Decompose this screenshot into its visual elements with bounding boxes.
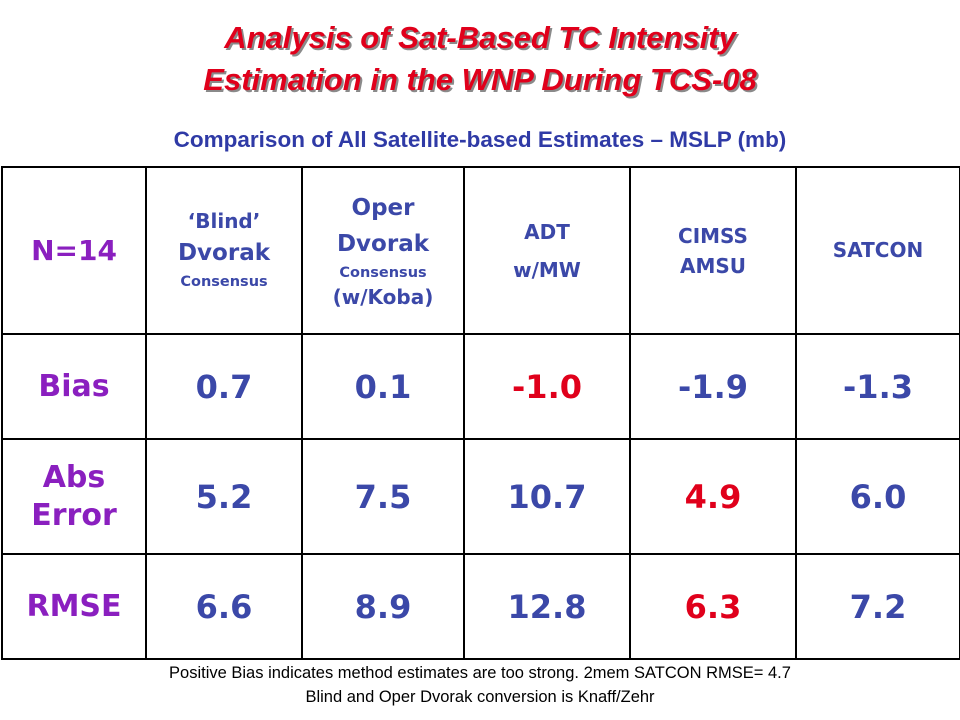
corner-cell: N=14 [1, 166, 147, 335]
col-header-line: Dvorak [336, 231, 430, 257]
row-label: RMSE [26, 588, 122, 624]
table-row-rmse: RMSE 6.6 8.9 12.8 6.3 7.2 [1, 553, 960, 660]
footnote-conversion: Blind and Oper Dvorak conversion is Knaf… [305, 688, 655, 706]
col-header-line: Dvorak [177, 240, 271, 266]
sample-size-label: N=14 [31, 234, 117, 267]
row-label-cell: Abs Error [1, 438, 147, 555]
value-cell: 0.7 [145, 333, 303, 440]
col-header-blind-dvorak: ‘Blind’ Dvorak Consensus [145, 166, 303, 335]
table-row-abs-error: Abs Error 5.2 7.5 10.7 4.9 6.0 [1, 438, 960, 555]
col-header-adt: ADT w/MW [463, 166, 631, 335]
value-cell: 7.5 [301, 438, 465, 555]
slide-title-line-1: Analysis of Sat-Based TC Intensity [224, 20, 736, 55]
col-header-line: Oper [351, 195, 415, 221]
col-header-line: w/MW [513, 257, 581, 282]
header-row: N=14 ‘Blind’ Dvorak Consensus Oper Dvora… [1, 166, 960, 335]
slide-title-line-2: Estimation in the WNP During TCS-08 [203, 62, 757, 97]
value-cell: 6.0 [795, 438, 960, 555]
col-header-satcon: SATCON [795, 166, 960, 335]
row-label-cell: RMSE [1, 553, 147, 660]
value-cell: 5.2 [145, 438, 303, 555]
col-header-line: Consensus [339, 265, 427, 281]
row-label-line: Error [31, 497, 117, 533]
col-header-oper-dvorak: Oper Dvorak Consensus (w/Koba) [301, 166, 465, 335]
comparison-table: N=14 ‘Blind’ Dvorak Consensus Oper Dvora… [1, 166, 960, 660]
value-cell: -1.3 [795, 333, 960, 440]
value-cell: 8.9 [301, 553, 465, 660]
row-label: Bias [38, 368, 110, 404]
slide-subtitle: Comparison of All Satellite-based Estima… [173, 127, 787, 152]
value-cell: -1.9 [629, 333, 797, 440]
value-cell-highlighted: -1.0 [463, 333, 631, 440]
col-header-line: CIMSS [678, 223, 748, 248]
table-row-bias: Bias 0.7 0.1 -1.0 -1.9 -1.3 [1, 333, 960, 440]
row-label-line: Abs [42, 459, 106, 495]
value-cell: 10.7 [463, 438, 631, 555]
row-label-cell: Bias [1, 333, 147, 440]
col-header-line: ‘Blind’ [187, 209, 261, 233]
value-cell: 12.8 [463, 553, 631, 660]
value-cell-highlighted: 4.9 [629, 438, 797, 555]
value-cell: 6.6 [145, 553, 303, 660]
col-header-line: AMSU [679, 253, 747, 278]
col-header-line: Consensus [180, 274, 268, 290]
footnote-bias: Positive Bias indicates method estimates… [169, 664, 791, 682]
col-header-line: (w/Koba) [332, 285, 434, 309]
col-header-cimss-amsu: CIMSS AMSU [629, 166, 797, 335]
value-cell-highlighted: 6.3 [629, 553, 797, 660]
value-cell: 7.2 [795, 553, 960, 660]
col-header-line: SATCON [832, 238, 924, 262]
value-cell: 0.1 [301, 333, 465, 440]
col-header-line: ADT [524, 219, 570, 244]
